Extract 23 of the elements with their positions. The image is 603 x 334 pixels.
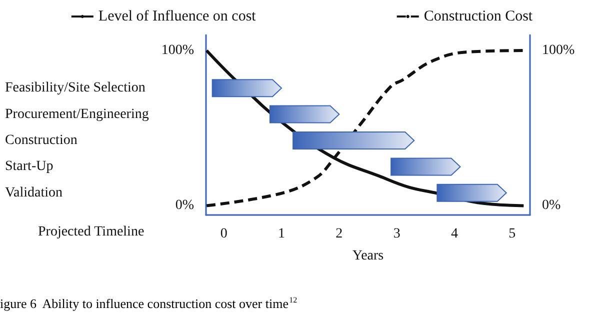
x-tick-label: 3 [393,226,400,242]
legend-label: Level of Influence on cost [98,8,257,24]
line-series [205,49,526,208]
y2-tick-label: 0% [542,198,561,214]
bar [269,105,340,124]
x-tick-label: 4 [450,226,458,242]
bar [292,132,415,150]
y2-tick-label: 100% [542,43,575,58]
bar [212,79,282,98]
x-tick-label: 1 [278,226,286,242]
x-tick-label: 0 [220,226,228,242]
y-tick-label: Construction [5,133,78,148]
y-tick-label: Feasibility/Site Selection [5,80,146,96]
y-tick-label: Start-Up [5,159,54,174]
x-axis-title: Years [352,248,384,264]
bar [390,158,461,176]
y-tick-label: Procurement/Engineering [5,106,149,122]
bar [436,184,507,202]
x-tick-label: 5 [508,226,516,242]
y-tick-label: Validation [5,185,63,200]
text: Projected Timeline [38,224,144,240]
x-tick-label: 2 [336,226,343,242]
legend-label: Construction Cost [424,8,534,24]
